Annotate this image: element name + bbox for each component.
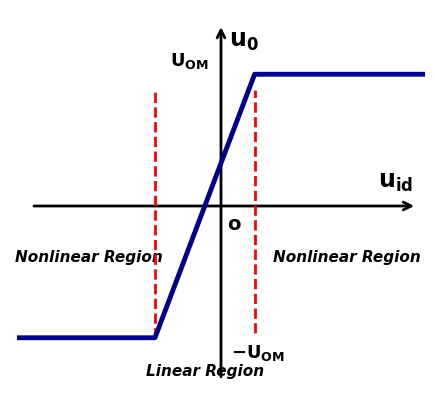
Text: Nonlinear Region: Nonlinear Region [15,249,163,264]
Text: $\mathbf{u_0}$: $\mathbf{u_0}$ [229,29,259,53]
Text: $\mathbf{-U_{OM}}$: $\mathbf{-U_{OM}}$ [231,342,284,362]
Text: Linear Region: Linear Region [146,363,264,378]
Text: Nonlinear Region: Nonlinear Region [273,249,421,264]
Text: $\mathbf{o}$: $\mathbf{o}$ [227,214,242,233]
Text: $\mathbf{u_{id}}$: $\mathbf{u_{id}}$ [378,169,413,193]
Text: $\mathbf{U_{OM}}$: $\mathbf{U_{OM}}$ [170,51,209,71]
